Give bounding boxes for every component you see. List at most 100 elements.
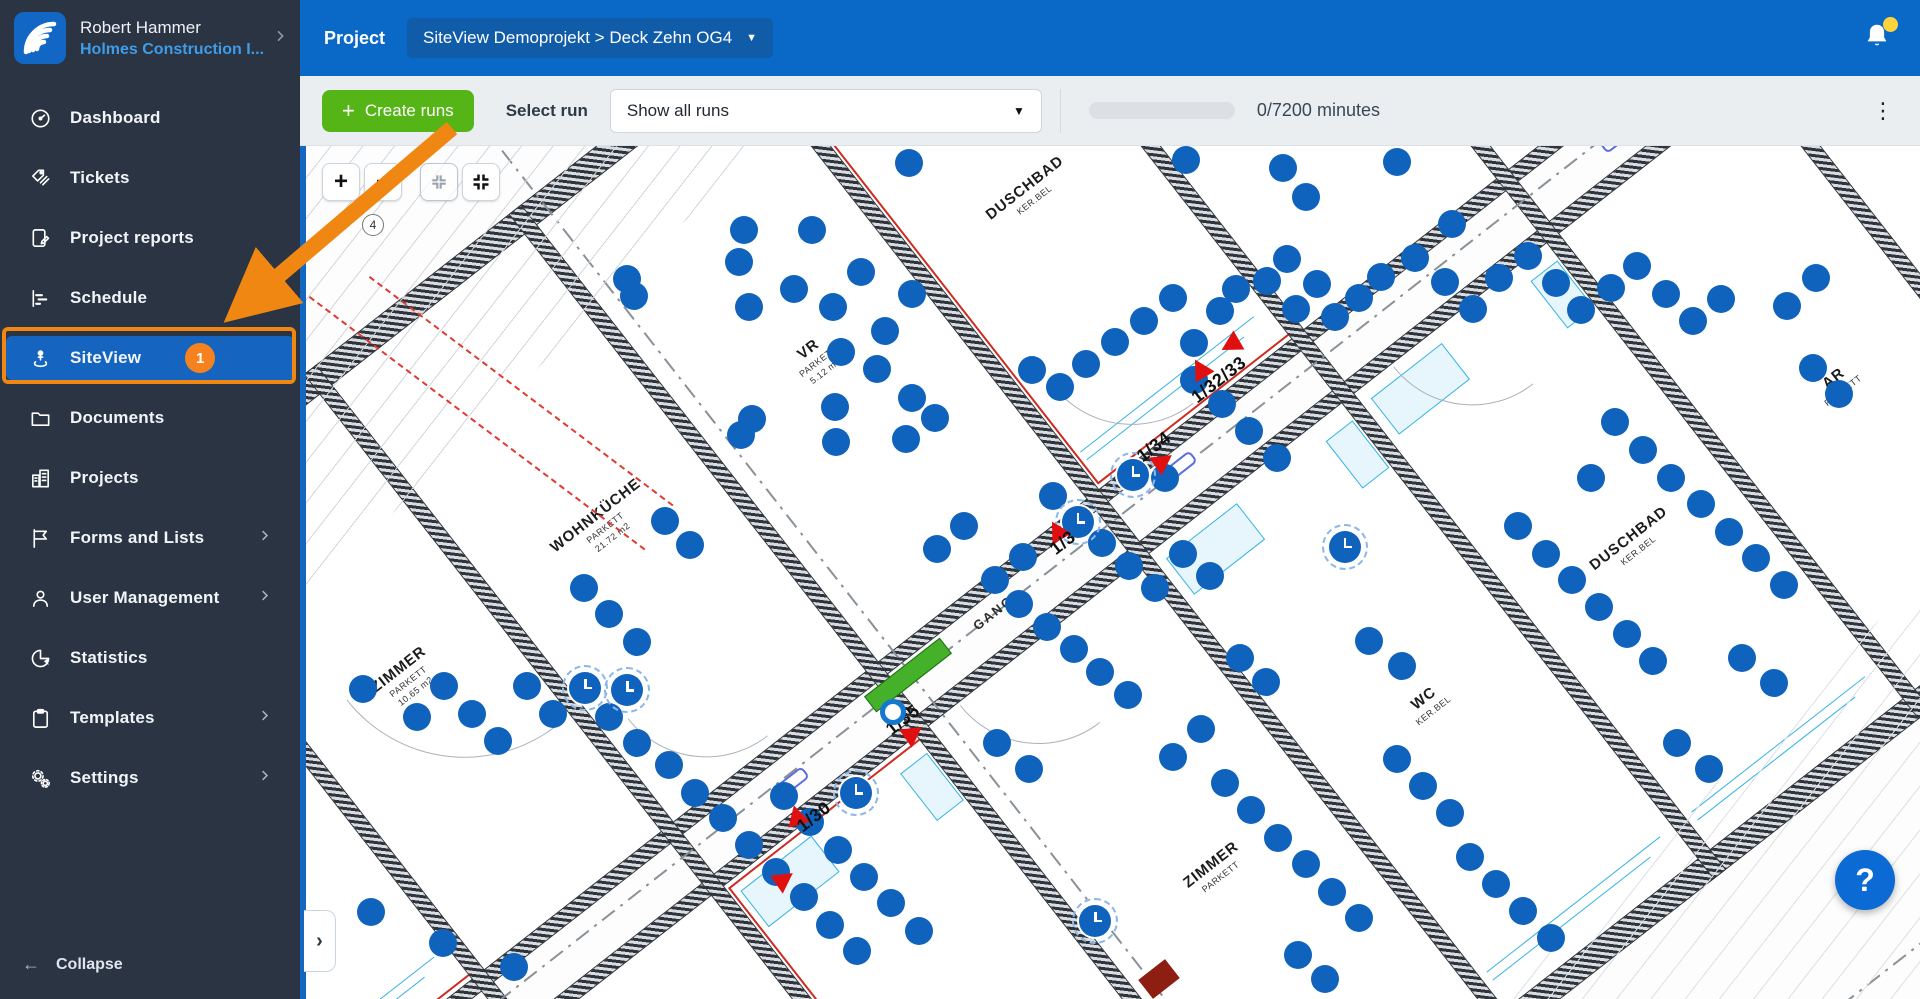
photo-point-marker[interactable] (1345, 283, 1374, 312)
photo-point-marker[interactable] (1651, 280, 1680, 309)
photo-point-marker[interactable] (734, 293, 763, 322)
photo-point-marker[interactable] (1206, 297, 1235, 326)
photo-point-marker[interactable] (622, 729, 651, 758)
photo-point-marker[interactable] (797, 215, 826, 244)
sidebar-item-user-management[interactable]: User Management (6, 576, 294, 620)
photo-point-marker[interactable] (1159, 283, 1188, 312)
more-options-button[interactable]: ⋮ (1872, 97, 1894, 123)
photo-point-marker[interactable] (815, 910, 844, 939)
photo-point-marker[interactable] (349, 674, 378, 703)
photo-point-marker[interactable] (1727, 643, 1756, 672)
photo-point-marker[interactable] (1628, 435, 1657, 464)
photo-point-marker[interactable] (499, 953, 528, 982)
photo-point-marker[interactable] (1292, 850, 1321, 879)
photo-point-marker[interactable] (538, 700, 567, 729)
photo-point-marker[interactable] (1437, 210, 1466, 239)
sidebar-item-tickets[interactable]: Tickets (6, 156, 294, 200)
photo-point-marker[interactable] (820, 393, 849, 422)
photo-point-marker[interactable] (1601, 408, 1630, 437)
photo-point-marker[interactable] (1008, 543, 1037, 572)
photo-point-marker[interactable] (1032, 613, 1061, 642)
photo-point-marker[interactable] (1695, 754, 1724, 783)
photo-point-marker[interactable] (1018, 356, 1047, 385)
photo-point-marker[interactable] (1100, 328, 1129, 357)
photo-point-marker[interactable] (1151, 463, 1180, 492)
photo-point-marker[interactable] (622, 627, 651, 656)
photo-point-marker[interactable] (1253, 266, 1282, 295)
sidebar-item-documents[interactable]: Documents (6, 396, 294, 440)
floor-plan[interactable]: ZIMMERPARKETT13.26 m2BADKER.BEL4.77 m2ZI… (300, 146, 1920, 999)
photo-point-marker[interactable] (1071, 349, 1100, 378)
photo-point-marker[interactable] (1282, 294, 1311, 323)
photo-point-marker[interactable] (1264, 823, 1293, 852)
photo-point-marker[interactable] (1366, 263, 1395, 292)
photo-point-marker[interactable] (1679, 306, 1708, 335)
photo-point-marker[interactable] (595, 600, 624, 629)
photo-point-marker[interactable] (796, 808, 825, 837)
photo-point-marker[interactable] (762, 857, 791, 886)
fit-view-button[interactable] (420, 163, 458, 201)
photo-point-marker[interactable] (1656, 463, 1685, 492)
photo-point-marker[interactable] (725, 248, 754, 276)
sidebar-item-statistics[interactable]: Statistics (6, 636, 294, 680)
photo-point-marker[interactable] (1045, 373, 1074, 402)
photo-point-marker[interactable] (1481, 869, 1510, 898)
sidebar-item-project-reports[interactable]: Project reports (6, 216, 294, 260)
photo-point-marker[interactable] (1663, 729, 1691, 758)
photo-point-marker[interactable] (512, 671, 541, 700)
photo-point-marker[interactable] (1130, 306, 1159, 335)
pending-point-marker[interactable] (1072, 897, 1119, 944)
photo-point-marker[interactable] (1235, 416, 1264, 445)
photo-point-marker[interactable] (1513, 242, 1542, 271)
sidebar-item-settings[interactable]: Settings (6, 756, 294, 800)
pending-point-marker[interactable] (1321, 523, 1368, 570)
photo-point-marker[interactable] (1168, 539, 1197, 568)
photo-point-marker[interactable] (1186, 715, 1215, 744)
user-account-switcher[interactable]: Robert Hammer Holmes Construction I... (0, 0, 300, 74)
photo-point-marker[interactable] (1196, 561, 1225, 590)
pending-point-marker[interactable] (1054, 499, 1101, 546)
photo-point-marker[interactable] (1251, 667, 1280, 696)
photo-point-marker[interactable] (843, 937, 872, 966)
pending-point-marker[interactable] (562, 664, 609, 711)
photo-point-marker[interactable] (430, 671, 459, 700)
photo-point-marker[interactable] (402, 702, 431, 731)
pending-point-marker[interactable] (1109, 452, 1156, 499)
sidebar-item-projects[interactable]: Projects (6, 456, 294, 500)
photo-point-marker[interactable] (1714, 517, 1743, 546)
project-selector[interactable]: SiteView Demoprojekt > Deck Zehn OG4 ▼ (407, 18, 774, 58)
photo-point-marker[interactable] (1225, 643, 1254, 672)
photo-point-marker[interactable] (1825, 380, 1853, 409)
photo-point-marker[interactable] (483, 726, 512, 755)
photo-point-marker[interactable] (1773, 292, 1802, 321)
photo-point-marker[interactable] (1567, 295, 1596, 324)
photo-point-marker[interactable] (1769, 571, 1798, 600)
photo-point-marker[interactable] (1706, 284, 1735, 313)
photo-point-marker[interactable] (1222, 275, 1251, 304)
photo-point-marker[interactable] (1262, 444, 1291, 473)
help-button[interactable]: ? (1835, 850, 1895, 910)
photo-point-marker[interactable] (1799, 353, 1828, 382)
photo-point-marker[interactable] (1180, 365, 1209, 394)
photo-point-marker[interactable] (655, 751, 684, 780)
photo-point-marker[interactable] (1272, 245, 1301, 274)
photo-point-marker[interactable] (1408, 771, 1437, 800)
photo-point-marker[interactable] (1311, 965, 1340, 994)
sidebar-item-siteview[interactable]: SiteView 1 (6, 336, 294, 380)
photo-point-marker[interactable] (1159, 742, 1188, 771)
create-runs-button[interactable]: + Create runs (322, 89, 474, 132)
photo-point-marker[interactable] (1060, 635, 1089, 664)
photo-point-marker[interactable] (1180, 329, 1209, 358)
photo-point-marker[interactable] (1577, 463, 1606, 492)
photo-point-marker[interactable] (1536, 923, 1565, 952)
photo-point-marker[interactable] (1317, 877, 1346, 906)
photo-point-marker[interactable] (1687, 490, 1716, 519)
photo-point-marker[interactable] (891, 424, 920, 453)
photo-point-marker[interactable] (898, 280, 927, 309)
photo-point-marker[interactable] (921, 404, 950, 433)
photo-point-marker[interactable] (849, 863, 878, 892)
photo-point-marker[interactable] (1742, 543, 1771, 572)
photo-point-marker[interactable] (1638, 647, 1667, 676)
photo-point-marker[interactable] (357, 897, 386, 926)
photo-point-marker[interactable] (1504, 512, 1533, 541)
